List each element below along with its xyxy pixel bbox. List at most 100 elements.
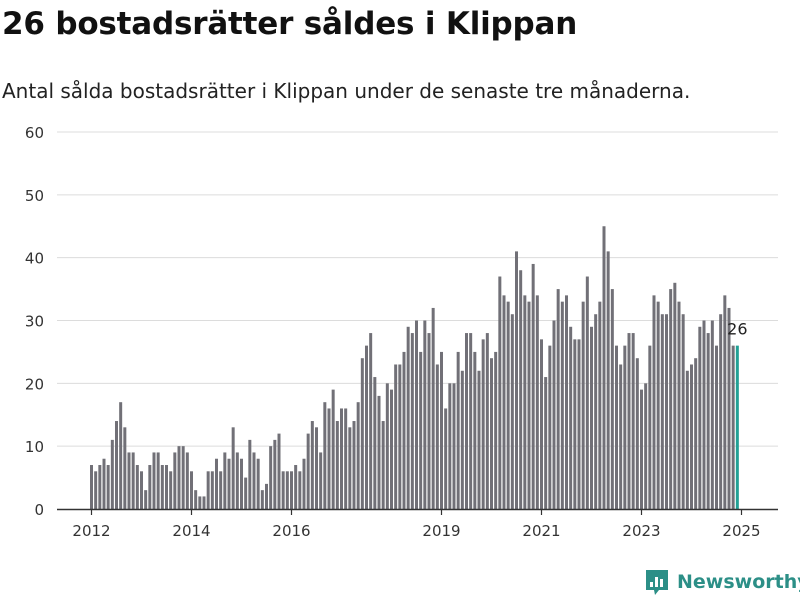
y-tick-label: 20 — [25, 375, 44, 393]
bar — [398, 364, 402, 509]
bar — [310, 421, 314, 509]
bar — [648, 345, 652, 509]
bar — [302, 458, 306, 509]
bar — [331, 389, 335, 509]
bar — [610, 289, 614, 509]
bar — [490, 358, 493, 509]
bar — [340, 408, 343, 509]
bar — [110, 439, 114, 509]
bar — [323, 402, 327, 509]
bar — [502, 295, 506, 509]
bar — [419, 351, 423, 509]
bar — [177, 446, 181, 509]
bar — [477, 370, 481, 509]
bar — [706, 333, 710, 509]
bar — [615, 345, 618, 509]
bar — [469, 333, 473, 509]
bar — [265, 483, 268, 509]
bar — [594, 314, 598, 509]
bar — [390, 389, 393, 509]
bar — [290, 471, 293, 509]
bar — [335, 421, 339, 509]
y-tick-label: 30 — [25, 313, 44, 331]
bar — [256, 458, 260, 509]
bar — [540, 339, 543, 509]
bar — [427, 333, 431, 509]
x-tick-label: 2021 — [522, 522, 560, 540]
bar — [665, 314, 668, 509]
y-tick-label: 0 — [34, 501, 44, 519]
bar — [223, 452, 227, 509]
bar — [169, 471, 173, 509]
bar — [152, 452, 156, 509]
bar — [565, 295, 568, 509]
x-tick-label: 2019 — [422, 522, 460, 540]
bar — [190, 471, 193, 509]
bar — [448, 383, 452, 509]
bar — [231, 427, 235, 509]
bar — [352, 421, 356, 509]
bar — [440, 351, 443, 509]
bar — [435, 364, 439, 509]
bar — [485, 333, 489, 509]
bar — [348, 427, 352, 509]
bar — [160, 465, 164, 509]
bar — [727, 307, 731, 509]
y-tick-label: 40 — [25, 250, 44, 268]
bar — [723, 295, 727, 509]
bar — [227, 458, 231, 509]
bar — [640, 389, 643, 509]
bar — [269, 446, 273, 509]
bar — [298, 471, 302, 509]
bar — [281, 471, 285, 509]
bar — [360, 358, 364, 509]
bar — [235, 452, 239, 509]
bar — [173, 452, 177, 509]
y-tick-label: 50 — [25, 187, 44, 205]
bar — [715, 345, 718, 509]
bar — [681, 314, 685, 509]
bar — [677, 301, 681, 509]
bar — [431, 307, 435, 509]
bar — [585, 276, 589, 509]
bar — [181, 446, 185, 509]
bar — [115, 421, 118, 509]
bar-highlight — [735, 345, 739, 509]
bar — [402, 351, 406, 509]
bar — [644, 383, 648, 509]
bar — [506, 301, 510, 509]
bar — [94, 471, 98, 509]
bar — [452, 383, 456, 509]
x-tick-label: 2025 — [722, 522, 760, 540]
bar — [660, 314, 664, 509]
bar — [344, 408, 348, 509]
y-tick-label: 10 — [25, 438, 44, 456]
bar — [240, 458, 243, 509]
bar — [423, 320, 427, 509]
bar — [248, 439, 252, 509]
bar — [444, 408, 448, 509]
bar — [590, 326, 593, 509]
bar — [252, 452, 256, 509]
bar — [319, 452, 323, 509]
bar — [202, 496, 206, 509]
bar — [556, 289, 560, 509]
bar — [244, 477, 248, 509]
bar — [406, 326, 410, 509]
chart-subtitle: Antal sålda bostadsrätter i Klippan unde… — [2, 79, 691, 103]
x-tick-label: 2012 — [72, 522, 110, 540]
x-tick-label: 2016 — [272, 522, 310, 540]
bar — [560, 301, 564, 509]
brand-logo: Newsworthy — [644, 568, 800, 596]
bar — [510, 314, 514, 509]
bar — [415, 320, 418, 509]
bar — [631, 333, 635, 509]
bar — [198, 496, 202, 509]
bar — [531, 263, 535, 509]
bar — [90, 465, 93, 509]
bar — [140, 471, 143, 509]
bar — [498, 276, 502, 509]
bar — [519, 270, 523, 509]
bar — [285, 471, 289, 509]
bar — [465, 333, 468, 509]
